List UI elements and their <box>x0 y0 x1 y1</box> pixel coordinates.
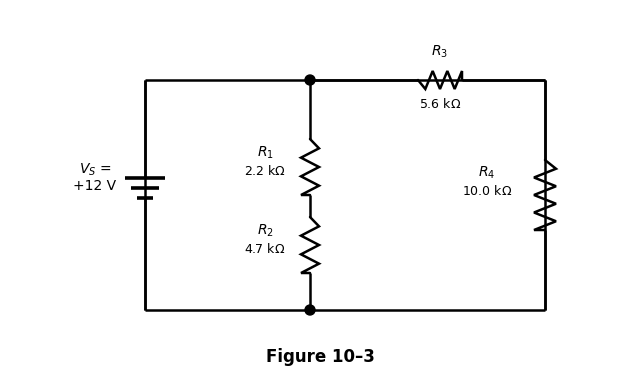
Text: Figure 10–3: Figure 10–3 <box>266 348 374 366</box>
Text: 4.7 k$\Omega$: 4.7 k$\Omega$ <box>244 242 285 256</box>
Text: 2.2 k$\Omega$: 2.2 k$\Omega$ <box>244 164 286 178</box>
Text: $R_3$: $R_3$ <box>431 44 449 60</box>
Text: +12 V: +12 V <box>74 179 116 193</box>
Text: $R_2$: $R_2$ <box>257 223 273 239</box>
Circle shape <box>305 75 315 85</box>
Text: $R_4$: $R_4$ <box>478 165 495 181</box>
Text: $V_S$ =: $V_S$ = <box>79 162 111 178</box>
Text: 10.0 k$\Omega$: 10.0 k$\Omega$ <box>462 184 512 198</box>
Text: 5.6 k$\Omega$: 5.6 k$\Omega$ <box>419 97 461 111</box>
Text: $R_1$: $R_1$ <box>257 145 273 161</box>
Circle shape <box>305 305 315 315</box>
